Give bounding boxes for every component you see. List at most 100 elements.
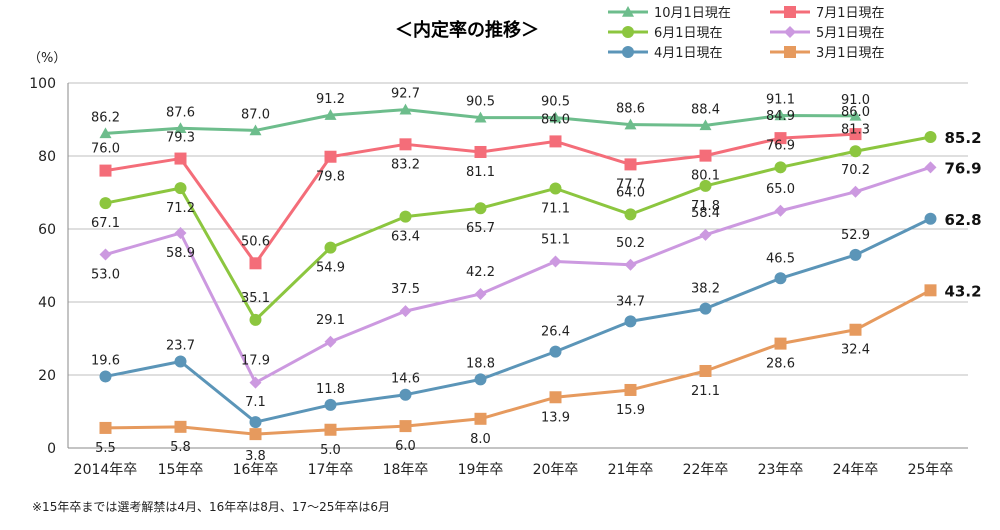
series-1: 86.2 87.6 87.0 91.2 92.7 90.5 90.5 88.6 88.4 91.1…: [91, 87, 870, 139]
x-tick-label: 20年卒: [533, 462, 579, 478]
data-label: 35.1: [241, 291, 270, 306]
series-group: 86.2 87.6 87.0 91.2 92.7 90.5 90.5 88.6 88.4 91.1…: [91, 87, 981, 464]
data-point: [924, 212, 937, 225]
legend: 10月1日現在 7月1日現在 6月1日現在 5月1日現在 4月1日現在 3月1日現在: [608, 6, 885, 61]
gridlines: [68, 82, 968, 376]
data-label: 84.9: [766, 109, 795, 124]
data-point: [174, 122, 187, 134]
data-label: 71.1: [541, 201, 570, 216]
data-label: 81.3: [841, 122, 870, 137]
legend-label: 10月1日現在: [654, 6, 731, 21]
series-3: 67.1 71.2 35.1 54.9 63.4 65.7 71.1 64.0 71.8 76.9…: [91, 122, 982, 326]
x-tick-label: 19年卒: [458, 462, 504, 478]
data-label: 18.8: [466, 356, 495, 371]
series-6: 5.5 5.8 3.8 5.0 6.0 8.0 13.9 15.9 21.1 28.6 32.4 43…: [95, 282, 981, 464]
data-point: [174, 420, 187, 433]
data-point: [249, 257, 262, 270]
data-point: [624, 118, 637, 130]
data-point: [622, 46, 634, 58]
data-point: [324, 398, 337, 411]
data-point: [622, 6, 634, 17]
data-label: 58.9: [166, 246, 195, 261]
data-label: 50.6: [241, 234, 270, 249]
data-label: 5.8: [170, 440, 191, 455]
data-label: 76.0: [91, 142, 120, 157]
data-point: [924, 131, 937, 144]
footnote: ※15年卒までは選考解禁は4月、16年卒は8月、17～25年卒は6月: [32, 500, 391, 514]
data-point: [324, 241, 337, 254]
data-label: 76.9: [945, 159, 982, 177]
data-label: 42.2: [466, 265, 495, 280]
data-point: [849, 128, 862, 141]
data-label: 7.1: [245, 395, 266, 410]
data-point: [399, 305, 412, 318]
data-point: [249, 313, 262, 326]
y-tick-label: 0: [47, 441, 56, 457]
legend-label: 7月1日現在: [816, 6, 885, 21]
data-label: 91.2: [316, 92, 345, 107]
data-label: 23.7: [166, 338, 195, 353]
data-label: 3.8: [245, 449, 266, 464]
data-label: 14.6: [391, 372, 420, 387]
data-label: 11.8: [316, 382, 345, 397]
x-tick-label: 18年卒: [383, 462, 429, 478]
legend-item: 7月1日現在: [770, 6, 885, 21]
data-label: 79.8: [316, 170, 345, 185]
data-point: [924, 161, 937, 174]
data-label: 15.9: [616, 403, 645, 418]
chart-title: ＜内定率の推移＞: [395, 19, 539, 41]
data-point: [174, 182, 187, 195]
data-point: [249, 416, 262, 429]
data-point: [784, 46, 796, 58]
data-label: 46.5: [766, 251, 795, 266]
data-point: [474, 287, 487, 300]
x-tick-label: 17年卒: [308, 462, 354, 478]
data-point: [324, 423, 337, 436]
data-label: 8.0: [470, 432, 491, 447]
data-point: [249, 428, 262, 441]
data-point: [699, 179, 712, 192]
data-point: [774, 204, 787, 217]
data-point: [474, 373, 487, 386]
data-label: 28.6: [766, 357, 795, 372]
data-point: [774, 109, 787, 121]
data-label: 63.4: [391, 230, 420, 245]
data-point: [474, 111, 487, 123]
data-label: 19.6: [91, 353, 120, 368]
data-label: 67.1: [91, 216, 120, 231]
data-label: 52.9: [841, 228, 870, 243]
data-point: [324, 150, 337, 163]
y-tick-label: 20: [38, 368, 56, 384]
series-line: [105, 288, 932, 436]
x-tick-label: 2014年卒: [74, 462, 138, 478]
legend-label: 4月1日現在: [654, 46, 723, 61]
data-label: 86.2: [91, 110, 120, 125]
data-label: 86.0: [841, 105, 870, 120]
data-point: [624, 208, 637, 221]
data-point: [699, 228, 712, 241]
data-point: [549, 111, 562, 123]
x-tick-label: 16年卒: [233, 462, 279, 478]
data-label: 50.2: [616, 236, 645, 251]
data-label: 43.2: [945, 282, 982, 300]
data-point: [99, 197, 112, 210]
data-point: [624, 383, 637, 396]
data-label: 71.8: [691, 199, 720, 214]
data-label: 38.2: [691, 282, 720, 297]
x-tick-label: 25年卒: [908, 462, 954, 478]
series-line: [105, 165, 931, 385]
data-label: 91.0: [841, 93, 870, 108]
data-point: [849, 185, 862, 198]
data-label: 77.7: [616, 177, 645, 192]
x-tick-label: 15年卒: [158, 462, 204, 478]
data-point: [699, 119, 712, 131]
data-label: 37.5: [391, 282, 420, 297]
data-label: 71.2: [166, 201, 195, 216]
data-point: [774, 272, 787, 285]
data-label: 26.4: [541, 325, 570, 340]
data-point: [399, 210, 412, 223]
data-point: [549, 182, 562, 195]
series-4: 53.0 58.9 17.9 29.1 37.5 42.2 51.1 50.2 58.4 65.0…: [91, 159, 982, 389]
data-point: [324, 109, 337, 120]
